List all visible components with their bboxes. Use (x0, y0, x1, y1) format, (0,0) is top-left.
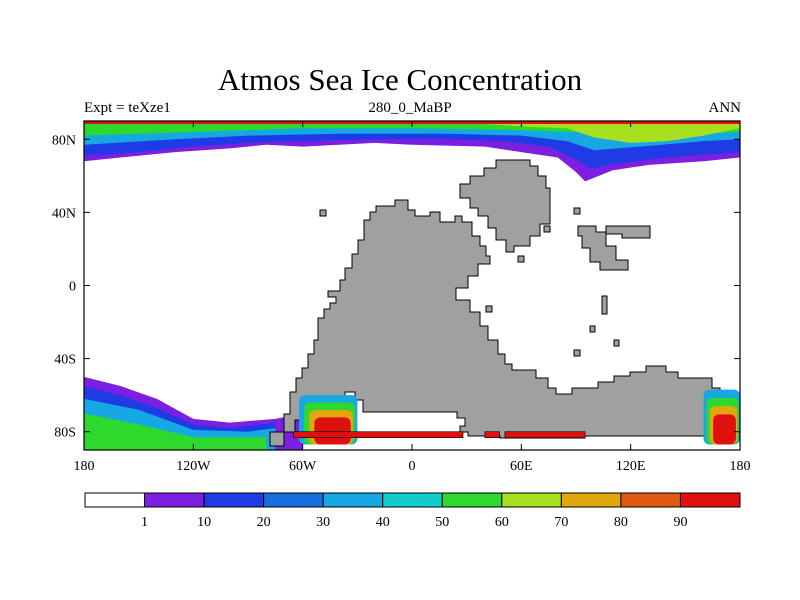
island (613, 339, 620, 347)
island (601, 295, 608, 315)
coastal-ice-strip (504, 431, 586, 439)
colorbar-box (441, 492, 503, 508)
y-tick-label: 40N (52, 206, 76, 221)
y-tick-label: 0 (69, 280, 76, 295)
colorbar: 1 10 20 30 40 50 60 70 80 90 (84, 492, 741, 530)
x-tick-label: 60E (510, 459, 533, 474)
island (485, 305, 493, 313)
coastal-ice-strip (293, 431, 464, 439)
plot-area (84, 121, 740, 450)
colorbar-label: 60 (495, 515, 509, 530)
colorbar-box (560, 492, 622, 508)
colorbar-box (144, 492, 205, 508)
colorbar-box (382, 492, 443, 508)
y-tick-label: 40S (54, 353, 76, 368)
hotspot-weddell-level-90 (314, 417, 351, 445)
time-label: 280_0_MaBP (368, 100, 452, 116)
x-tick-label: 120E (616, 459, 646, 474)
colorbar-box (203, 492, 265, 508)
x-tick-label: 60W (289, 459, 317, 474)
season-label: ANN (708, 100, 742, 116)
x-tick-label: 0 (409, 459, 416, 474)
island (517, 255, 525, 263)
x-tick-label: 180 (730, 459, 751, 474)
antarctic-sea-ice (84, 376, 303, 450)
y-tick-label: 80S (54, 426, 76, 441)
colorbar-label: 50 (435, 515, 449, 530)
coastal-ice-strip (484, 431, 500, 439)
colorbar-label: 20 (257, 515, 271, 530)
colorbar-label: 1 (141, 515, 148, 530)
colorbar-label: 30 (316, 515, 330, 530)
axis-ticks: 180 120W 60W 0 60E 120E 180 80N 40N 0 40S 80S (52, 121, 751, 474)
island (589, 325, 596, 333)
hotspot-ross-east-level-90 (713, 414, 736, 445)
arctic-ice-level-60 (466, 121, 740, 143)
land-east-fragment-2 (605, 225, 651, 239)
island (573, 207, 581, 215)
experiment-label: Expt = teXze1 (84, 100, 171, 116)
y-tick-label: 80N (52, 133, 76, 148)
island (573, 349, 581, 357)
colorbar-box (501, 492, 562, 508)
x-tick-label: 180 (74, 459, 95, 474)
colorbar-box (263, 492, 324, 508)
x-tick-label: 120W (176, 459, 211, 474)
island (543, 225, 551, 233)
colorbar-label: 70 (554, 515, 568, 530)
colorbar-box (620, 492, 681, 508)
ice-hotspots (293, 389, 740, 445)
land-east-fragment-1 (577, 225, 629, 271)
land-north-asia (459, 159, 551, 253)
colorbar-label: 90 (673, 515, 687, 530)
island (319, 209, 327, 217)
colorbar-label: 40 (376, 515, 390, 530)
colorbar-box (84, 492, 146, 508)
colorbar-label: 80 (614, 515, 628, 530)
colorbar-box (679, 492, 741, 508)
antarctic-ice-level-50 (84, 413, 267, 450)
colorbar-box (322, 492, 384, 508)
chart-title: Atmos Sea Ice Concentration (217, 62, 583, 97)
colorbar-label: 10 (197, 515, 211, 530)
